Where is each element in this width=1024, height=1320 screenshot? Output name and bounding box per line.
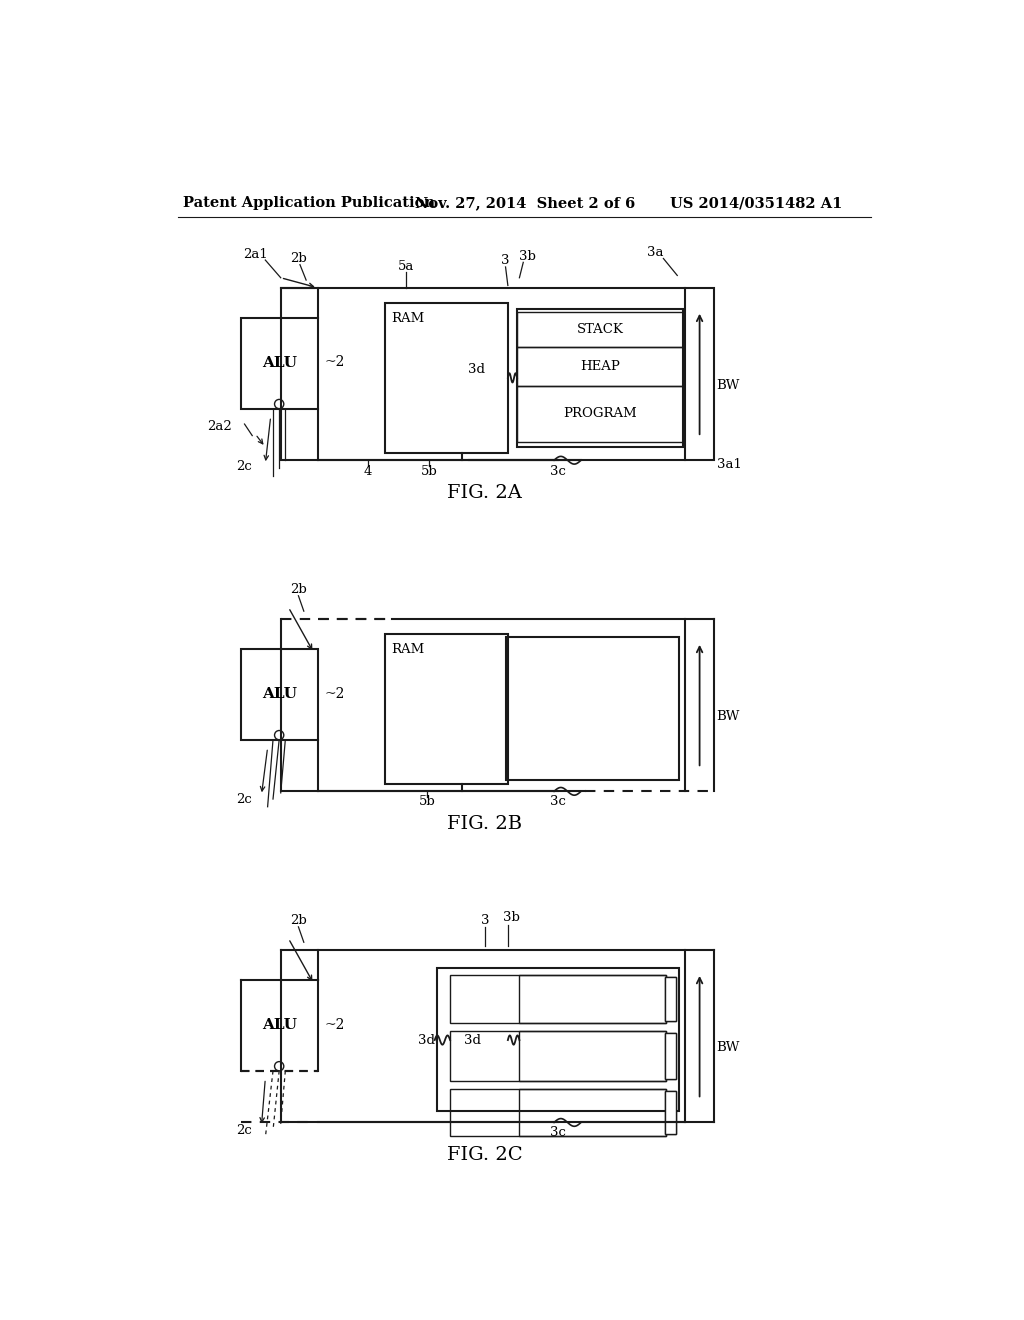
- Text: 2c: 2c: [236, 1123, 252, 1137]
- Text: 5b: 5b: [421, 465, 437, 478]
- Text: Patent Application Publication: Patent Application Publication: [183, 197, 435, 210]
- Text: ~2: ~2: [325, 688, 345, 701]
- Text: ALU: ALU: [262, 356, 297, 370]
- Bar: [451, 1089, 666, 1137]
- Bar: [665, 1090, 676, 1134]
- Bar: [241, 318, 317, 409]
- Text: 3: 3: [502, 255, 510, 268]
- Text: 3d: 3d: [418, 1034, 435, 1047]
- Bar: [451, 1031, 666, 1081]
- Bar: [665, 977, 676, 1020]
- Text: Nov. 27, 2014  Sheet 2 of 6: Nov. 27, 2014 Sheet 2 of 6: [416, 197, 636, 210]
- Text: BW: BW: [716, 379, 739, 392]
- Text: FIG. 2A: FIG. 2A: [447, 484, 522, 503]
- Bar: [517, 347, 683, 385]
- Text: 2c: 2c: [236, 792, 252, 805]
- Bar: [665, 1034, 676, 1078]
- Text: 2a1: 2a1: [243, 248, 267, 261]
- Text: RAM: RAM: [391, 643, 424, 656]
- Text: ALU: ALU: [262, 1019, 297, 1032]
- Bar: [517, 385, 683, 442]
- Text: 3c: 3c: [550, 465, 566, 478]
- Text: 2b: 2b: [290, 915, 307, 927]
- Bar: [519, 1031, 666, 1081]
- Text: FIG. 2B: FIG. 2B: [447, 814, 522, 833]
- Text: HEAP: HEAP: [581, 360, 621, 372]
- Bar: [519, 1089, 666, 1137]
- Text: PROGRAM: PROGRAM: [563, 407, 637, 420]
- Bar: [665, 1090, 676, 1134]
- Text: ALU: ALU: [262, 688, 297, 701]
- Text: 5a: 5a: [398, 260, 415, 273]
- Text: 3b: 3b: [519, 249, 536, 263]
- Text: 3a1: 3a1: [717, 458, 742, 471]
- Text: 4: 4: [364, 465, 372, 478]
- Bar: [451, 974, 666, 1023]
- Bar: [519, 974, 666, 1023]
- Text: 3a: 3a: [647, 246, 664, 259]
- Text: US 2014/0351482 A1: US 2014/0351482 A1: [670, 197, 842, 210]
- Text: ~2: ~2: [325, 1019, 345, 1032]
- Text: 2a2: 2a2: [208, 420, 232, 433]
- Text: 3c: 3c: [550, 1126, 566, 1139]
- Text: STACK: STACK: [577, 323, 624, 337]
- Bar: [517, 309, 683, 447]
- Text: 3d: 3d: [468, 363, 484, 376]
- Text: ~2: ~2: [325, 355, 345, 370]
- Text: BW: BW: [716, 1041, 739, 1055]
- Bar: [241, 649, 317, 739]
- Bar: [665, 1034, 676, 1078]
- Text: 2c: 2c: [236, 459, 252, 473]
- Text: 3b: 3b: [503, 911, 520, 924]
- Text: 2b: 2b: [290, 252, 307, 265]
- Bar: [517, 313, 683, 347]
- Bar: [437, 969, 679, 1111]
- Text: 3c: 3c: [550, 795, 566, 808]
- Bar: [506, 638, 679, 780]
- Text: 5b: 5b: [419, 795, 435, 808]
- Text: 2b: 2b: [290, 583, 307, 597]
- Text: 3d: 3d: [464, 1034, 481, 1047]
- Bar: [385, 635, 508, 784]
- Bar: [385, 304, 508, 453]
- Text: 3: 3: [480, 915, 489, 927]
- Bar: [281, 288, 714, 461]
- Text: RAM: RAM: [391, 312, 424, 325]
- Bar: [665, 977, 676, 1020]
- Text: BW: BW: [716, 710, 739, 723]
- Text: FIG. 2C: FIG. 2C: [446, 1146, 522, 1164]
